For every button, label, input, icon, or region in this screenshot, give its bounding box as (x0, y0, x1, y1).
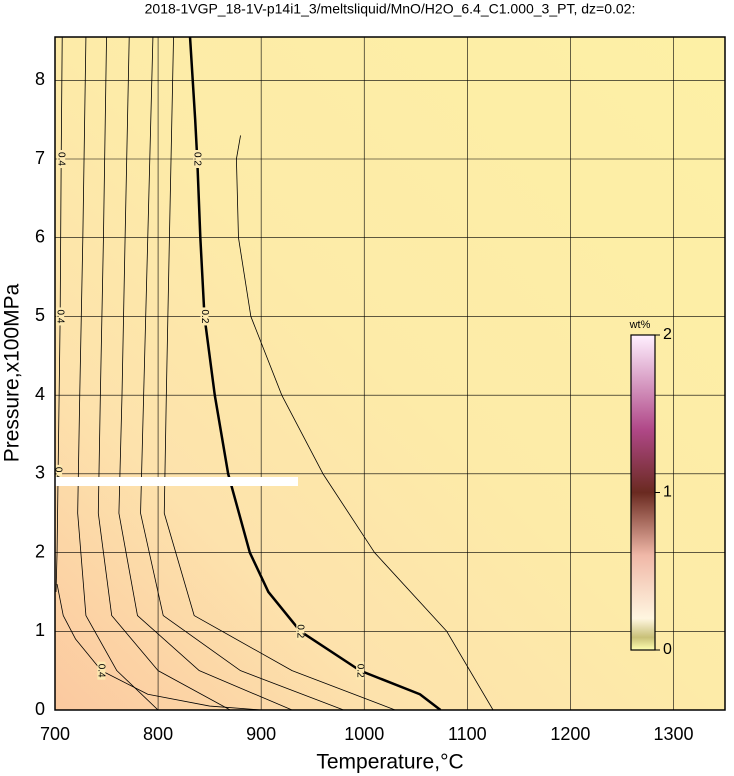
colorbar-label: wt% (629, 319, 651, 331)
y-tick-label: 8 (35, 69, 45, 89)
x-axis-label: Temperature,°C (316, 751, 463, 774)
contour-line (77, 37, 159, 710)
x-tick-label: 900 (246, 724, 276, 744)
y-tick-label: 3 (35, 463, 45, 483)
contour-line (97, 37, 231, 710)
y-tick-label: 5 (35, 305, 45, 325)
contour-line (118, 37, 293, 710)
contour-label: 0.2 (192, 152, 203, 166)
contour-label: 0.4 (52, 467, 63, 481)
contour-label: 0.2 (199, 309, 210, 323)
contour-line (163, 37, 396, 710)
contour-label-bg (55, 464, 63, 483)
plot-background (55, 37, 725, 710)
contour-label: 0.2 (354, 664, 365, 678)
x-tick-label: 1100 (448, 724, 487, 744)
y-tick-label: 6 (35, 226, 45, 246)
y-tick-label: 1 (35, 620, 45, 640)
colorbar-tick-label: 2 (663, 326, 672, 343)
contour-label: 0.4 (56, 152, 67, 166)
contours: 0.2 0.2 0.2 0.2 0.4 0.4 0.4 0.4 (52, 37, 494, 710)
contour-label-bg (57, 150, 66, 169)
contour-label-bg (356, 661, 365, 680)
x-tick-label: 1300 (653, 724, 693, 744)
white-bar (55, 477, 298, 486)
x-tick-label: 800 (143, 724, 173, 744)
y-tick-label: 2 (35, 541, 45, 561)
colorbar-tick-label: 0 (663, 641, 672, 658)
contour-label: 0.4 (96, 664, 107, 678)
contour-label: 0.4 (55, 309, 66, 323)
chart-title: 2018-1VGP_18-1V-p14i1_3/meltsliquid/MnO/… (145, 1, 636, 17)
x-tick-label: 1000 (344, 724, 384, 744)
contour-label-bg (296, 622, 305, 641)
y-tick-label: 4 (35, 384, 45, 404)
x-tick-label: 700 (40, 724, 70, 744)
contour-label-bg (193, 150, 202, 169)
x-tick-label: 1200 (550, 724, 590, 744)
colorbar (630, 334, 656, 651)
y-axis-label: Pressure,x100MPa (1, 283, 24, 462)
contour-label-bg (56, 307, 65, 326)
contour-line (236, 135, 494, 710)
plot-frame (54, 36, 726, 711)
contour-label-bg (200, 307, 209, 326)
y-tick-label: 7 (35, 148, 45, 168)
contour-label-bg (97, 661, 106, 680)
contour-label: 0.2 (295, 624, 306, 638)
colorbar-tick-label: 1 (663, 484, 672, 501)
contour-line (140, 37, 344, 710)
y-tick-label: 0 (35, 699, 45, 719)
